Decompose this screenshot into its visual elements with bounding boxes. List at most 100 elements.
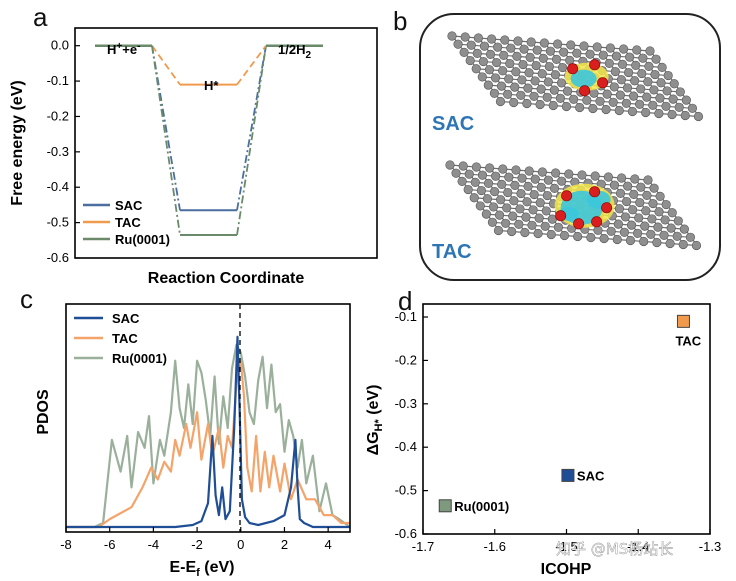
carbon-atom — [613, 219, 623, 229]
carbon-atom — [523, 83, 533, 93]
carbon-atom — [511, 67, 521, 77]
carbon-atom — [549, 183, 560, 193]
panel-d-y-tick-label: -0.1 — [395, 309, 417, 324]
carbon-atom — [590, 171, 600, 181]
carbon-atom — [634, 213, 644, 223]
carbon-atom — [643, 77, 653, 87]
carbon-atom — [650, 69, 660, 80]
carbon-atom — [532, 45, 542, 55]
carbon-atom — [636, 182, 646, 192]
carbon-atom — [496, 81, 507, 91]
carbon-atom — [609, 82, 619, 92]
carbon-atom — [500, 35, 510, 45]
carbon-atom — [663, 70, 673, 81]
carbon-atom — [681, 95, 691, 105]
carbon-atom — [617, 59, 628, 69]
carbon-atom — [497, 179, 507, 189]
carbon-atom — [525, 52, 535, 62]
panel-c-x-label: E-Ef (eV) — [169, 559, 234, 579]
carbon-atom — [640, 221, 650, 231]
carbon-atom — [502, 203, 512, 213]
carbon-atom — [471, 64, 481, 74]
panel-a-connector — [151, 45, 181, 236]
carbon-atom — [582, 95, 592, 105]
panel-a-connector — [236, 45, 267, 236]
carbon-atom — [489, 88, 500, 98]
panel-a-legend-label: TAC — [115, 215, 141, 230]
panel-d-point-label: TAC — [675, 333, 701, 348]
carbon-atom — [557, 176, 567, 186]
carbon-atom — [488, 202, 499, 212]
carbon-atom — [593, 225, 603, 235]
carbon-atom — [614, 204, 625, 214]
carbon-atom — [485, 49, 496, 59]
oxygen-atom — [589, 186, 601, 198]
carbon-atom — [601, 104, 611, 115]
carbon-atom — [521, 212, 531, 222]
carbon-atom — [550, 168, 561, 178]
carbon-atom — [632, 45, 642, 55]
carbon-atom — [603, 172, 614, 182]
panel-d-y-tick-label: -0.2 — [395, 352, 417, 367]
oxygen-atom — [555, 210, 567, 222]
carbon-atom — [687, 103, 698, 113]
carbon-atom — [564, 169, 574, 179]
carbon-atom — [546, 229, 556, 240]
carbon-atom — [566, 40, 576, 50]
oxygen-atom — [589, 59, 601, 71]
carbon-atom — [654, 108, 664, 119]
carbon-atom — [548, 100, 558, 111]
carbon-atom — [518, 59, 528, 70]
panel-a-energy-diagram: 0.0 -0.1 -0.2 -0.3 -0.4 -0.5 -0.6 Free energy … — [9, 27, 378, 287]
carbon-atom — [539, 38, 550, 48]
panel-c-series — [66, 335, 351, 529]
carbon-atom — [655, 191, 665, 201]
carbon-atom — [535, 198, 545, 208]
carbon-atom — [515, 204, 525, 214]
carbon-atom — [623, 181, 633, 191]
carbon-atom — [540, 221, 550, 231]
carbon-atom — [542, 190, 552, 201]
carbon-atom — [602, 89, 612, 99]
carbon-atom — [559, 230, 570, 241]
panel-a-state-label-start: H++e- — [107, 41, 140, 57]
carbon-atom — [559, 47, 569, 57]
carbon-atom — [473, 33, 484, 43]
carbon-atom — [507, 226, 517, 237]
carbon-atom — [662, 86, 672, 96]
carbon-atom — [626, 220, 637, 230]
carbon-atom — [544, 61, 554, 72]
carbon-atom — [517, 75, 527, 85]
panel-a-y-ticks: 0.0 -0.1 -0.2 -0.3 -0.4 -0.5 -0.6 — [47, 38, 80, 265]
carbon-atom — [648, 100, 658, 110]
panel-c-legend-label: TAC — [112, 331, 138, 346]
carbon-atom — [503, 187, 513, 198]
carbon-atom — [639, 236, 649, 247]
carbon-atom — [494, 210, 505, 220]
carbon-atom — [616, 75, 627, 85]
carbon-atom — [512, 51, 522, 61]
carbon-atom — [606, 226, 616, 236]
panel-c-series-line — [66, 359, 350, 529]
carbon-atom — [531, 60, 541, 71]
carbon-atom — [534, 213, 544, 223]
panel-a-y-tick-label: 0.0 — [51, 38, 69, 53]
carbon-atom — [555, 93, 566, 103]
carbon-atom — [472, 48, 482, 58]
carbon-atom — [508, 211, 518, 221]
carbon-atom — [537, 69, 547, 79]
carbon-atom — [477, 170, 488, 180]
carbon-atom — [530, 76, 540, 86]
charge-density-cyan — [570, 69, 597, 88]
panel-a-frame — [74, 27, 378, 259]
carbon-atom — [609, 180, 620, 190]
carbon-atom — [653, 222, 663, 232]
carbon-atom — [627, 106, 638, 117]
carbon-atom — [527, 220, 537, 230]
panel-d-scatter: -0.1 -0.2 -0.3 -0.4 -0.5 -0.6-1.7 -1.6 -1.5 -1.4… — [365, 303, 721, 578]
carbon-atom — [538, 53, 548, 63]
carbon-atom — [506, 43, 516, 53]
carbon-atom — [652, 237, 662, 248]
carbon-atom — [482, 194, 493, 204]
carbon-atom — [672, 231, 682, 241]
